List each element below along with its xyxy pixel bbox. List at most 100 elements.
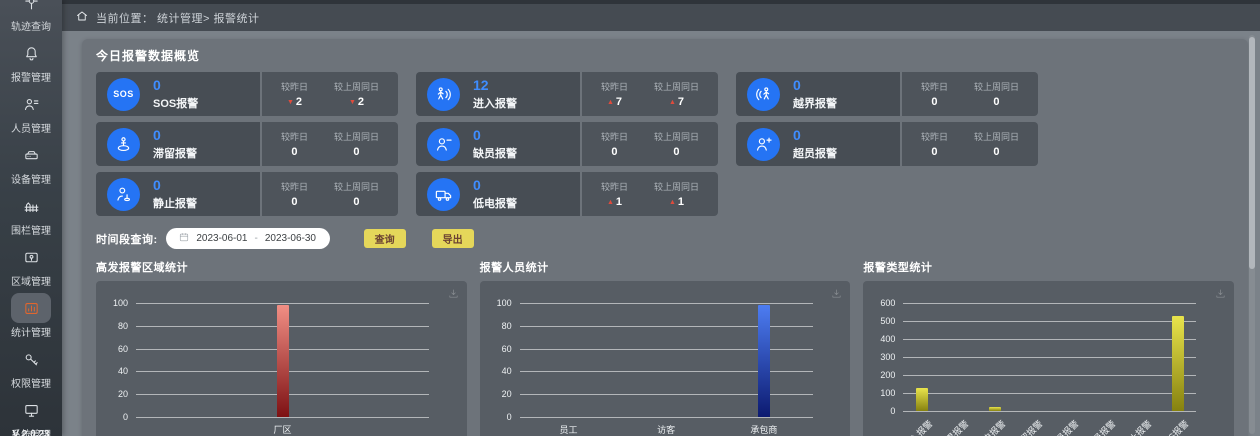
sidebar-item-label: 系统管理 bbox=[11, 430, 51, 436]
alarm-count: 0 bbox=[793, 76, 801, 93]
query-button[interactable]: 查询 bbox=[363, 229, 406, 248]
alarm-card-main: 0 越界报警 bbox=[736, 72, 900, 116]
gridline bbox=[136, 417, 429, 418]
date-separator: - bbox=[254, 233, 258, 244]
delta-stat: 较昨日 ▲ 1 bbox=[601, 180, 628, 208]
sidebar-item-stats-mgmt[interactable]: 统计管理 bbox=[11, 293, 51, 339]
x-axis-label: SOS报警 bbox=[1157, 418, 1191, 436]
alarm-card-main: 0 静止报警 bbox=[96, 172, 260, 216]
y-axis-tick: 60 bbox=[117, 343, 128, 354]
alarm-card-main: 0 滞留报警 bbox=[96, 122, 260, 166]
y-axis-tick: 80 bbox=[117, 320, 128, 331]
cross-boundary-icon bbox=[747, 77, 780, 111]
delta-stat: 较上周同日 0 bbox=[974, 130, 1019, 158]
alarm-count: 12 bbox=[473, 76, 489, 93]
alarm-name: 滞留报警 bbox=[153, 147, 197, 160]
home-icon[interactable] bbox=[76, 9, 88, 27]
delta-value: ▼ 2 bbox=[286, 96, 303, 108]
sidebar-item-system-mgmt[interactable]: 系统管理 bbox=[11, 395, 51, 436]
understaff-alarm-icon bbox=[427, 127, 460, 161]
delta-value: ▼ 2 bbox=[348, 96, 365, 108]
delta-label: 较昨日 bbox=[600, 182, 628, 192]
delta-label: 较上周同日 bbox=[973, 82, 1019, 92]
alarm-card-boundary: 0 越界报警 较昨日 0 较上周同日 0 bbox=[736, 72, 1038, 116]
alarm-count: 0 bbox=[153, 126, 161, 143]
gridline bbox=[136, 303, 429, 304]
save-icon[interactable] bbox=[831, 286, 842, 304]
delta-value: ▲ 7 bbox=[668, 96, 685, 108]
alarm-card-main: SOS 0 SOS报警 bbox=[96, 72, 260, 116]
still-alarm-icon bbox=[107, 177, 140, 211]
trend-up-icon: ▲ bbox=[668, 199, 676, 206]
delta-value: 0 bbox=[931, 146, 938, 158]
y-axis-tick: 40 bbox=[501, 366, 512, 377]
alarm-name: SOS报警 bbox=[153, 97, 199, 110]
delta-value: 0 bbox=[993, 96, 1000, 108]
delta-value: 0 bbox=[353, 146, 360, 158]
delta-label: 较上周同日 bbox=[973, 132, 1019, 142]
region-icon bbox=[11, 242, 51, 272]
x-axis-label: 低电报警 bbox=[974, 418, 1008, 436]
sidebar-item-personnel-mgmt[interactable]: 人员管理 bbox=[11, 89, 51, 135]
alarm-card-still: 0 静止报警 较昨日 0 较上周同日 0 bbox=[96, 172, 398, 216]
calendar-icon bbox=[179, 232, 189, 245]
delta-label: 较昨日 bbox=[280, 132, 308, 142]
bar-承包商 bbox=[757, 305, 770, 417]
delta-label: 较昨日 bbox=[920, 82, 948, 92]
delta-value: 0 bbox=[291, 146, 298, 158]
sidebar-item-device-mgmt[interactable]: 设备管理 bbox=[11, 140, 51, 186]
y-axis-tick: 20 bbox=[117, 389, 128, 400]
x-axis-label: 静止报警 bbox=[1121, 418, 1154, 436]
alarm-count: 0 bbox=[153, 176, 161, 193]
gridline bbox=[903, 393, 1197, 394]
date-start: 2023-06-01 bbox=[196, 233, 248, 244]
trend-down-icon: ▼ bbox=[348, 99, 356, 106]
delta-label: 较上周同日 bbox=[333, 182, 379, 192]
save-icon[interactable] bbox=[448, 286, 459, 304]
delta-stat: 较上周同日 ▼ 2 bbox=[334, 80, 379, 108]
x-axis-label: 进入报警 bbox=[901, 418, 935, 436]
delta-label: 较上周同日 bbox=[333, 132, 379, 142]
sidebar-item-label: 人员管理 bbox=[11, 124, 51, 135]
sidebar-item-permission-mgmt[interactable]: 权限管理 bbox=[11, 344, 51, 390]
alarm-name: 缺员报警 bbox=[473, 147, 517, 160]
sidebar-items: 轨迹查询报警管理人员管理设备管理围栏管理区域管理统计管理权限管理系统管理 bbox=[11, 0, 51, 436]
sidebar-item-label: 区域管理 bbox=[11, 277, 51, 288]
x-axis-label: 厂区 bbox=[273, 425, 292, 435]
scrollbar-thumb[interactable] bbox=[1249, 37, 1255, 269]
delta-stat: 较上周同日 ▲ 1 bbox=[654, 180, 699, 208]
delta-label: 较上周同日 bbox=[333, 82, 379, 92]
sidebar-item-region-mgmt[interactable]: 区域管理 bbox=[11, 242, 51, 288]
chart-title: 报警类型统计 bbox=[863, 262, 933, 274]
save-icon[interactable] bbox=[1215, 286, 1226, 304]
alarm-card-main: 0 缺员报警 bbox=[416, 122, 580, 166]
alarm-count: 0 bbox=[473, 176, 481, 193]
y-axis-tick: 300 bbox=[880, 352, 896, 362]
y-axis-tick: 0 bbox=[506, 412, 512, 422]
sidebar-item-alarm-mgmt[interactable]: 报警管理 bbox=[11, 38, 51, 84]
sidebar-item-label: 统计管理 bbox=[11, 328, 51, 339]
delta-label: 较上周同日 bbox=[653, 182, 699, 192]
y-axis-tick: 100 bbox=[880, 388, 896, 398]
delta-label: 较上周同日 bbox=[653, 132, 699, 142]
bar-进入报警 bbox=[915, 387, 928, 411]
sidebar-item-track-query[interactable]: 轨迹查询 bbox=[11, 0, 51, 33]
alarm-name: 低电报警 bbox=[473, 197, 517, 210]
gridline bbox=[903, 303, 1197, 304]
y-axis-tick: 500 bbox=[880, 316, 896, 326]
track-icon bbox=[11, 0, 51, 17]
alarm-card-deltas: 较昨日 ▲ 1 较上周同日 ▲ 1 bbox=[582, 172, 718, 216]
overview-title: 今日报警数据概览 bbox=[96, 49, 201, 63]
chart-canvas-0: 0 20 40 60 80 100 厂区 bbox=[96, 281, 467, 436]
delta-value: 0 bbox=[611, 146, 618, 158]
date-range-input[interactable]: 2023-06-01 - 2023-06-30 bbox=[165, 228, 330, 249]
alarm-name: 越界报警 bbox=[793, 97, 837, 110]
alarm-card-deltas: 较昨日 0 较上周同日 0 bbox=[262, 172, 398, 216]
y-axis-tick: 200 bbox=[880, 370, 896, 380]
delta-label: 较昨日 bbox=[600, 82, 628, 92]
export-button[interactable]: 导出 bbox=[431, 229, 474, 248]
delta-value: 0 bbox=[993, 146, 1000, 158]
delta-stat: 较昨日 ▲ 7 bbox=[601, 80, 628, 108]
delta-value: 0 bbox=[673, 146, 680, 158]
sidebar-item-fence-mgmt[interactable]: 围栏管理 bbox=[11, 191, 51, 237]
